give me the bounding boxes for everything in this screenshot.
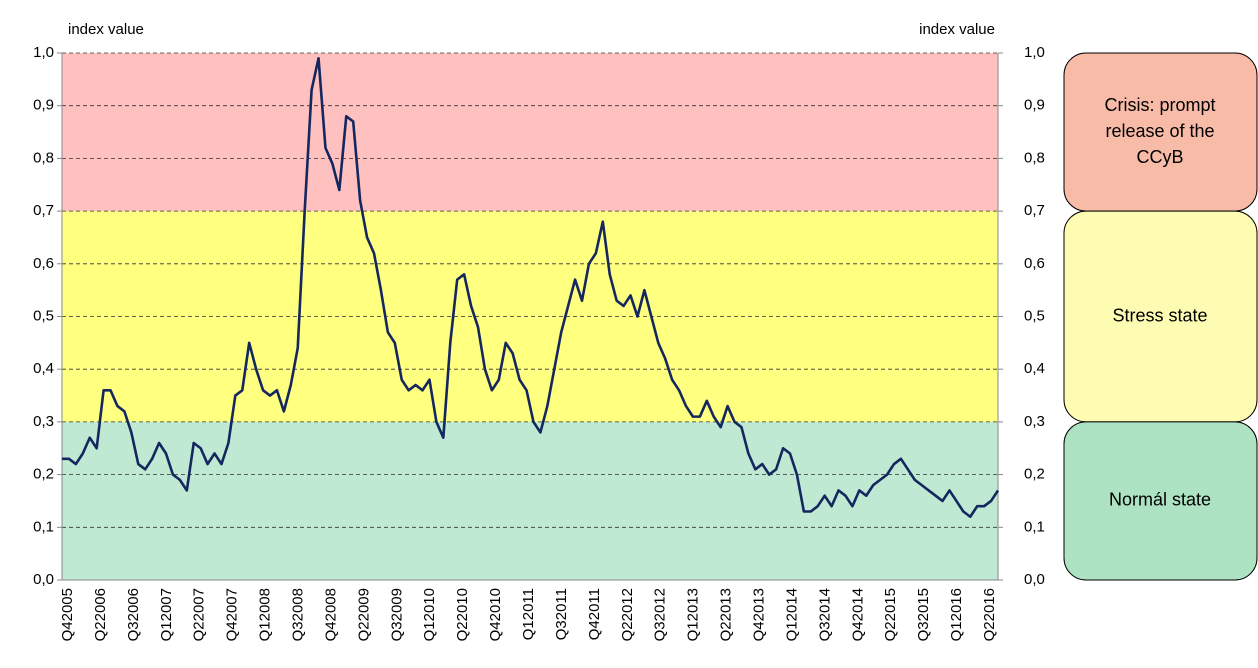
x-tick-label: Q32015: [915, 588, 932, 641]
x-tick-label: Q32012: [652, 588, 669, 641]
band: [62, 421, 998, 580]
x-tick-label: Q42011: [586, 588, 603, 640]
x-tick-label: Q22012: [619, 588, 636, 641]
x-tick-label: Q12014: [783, 588, 800, 641]
x-tick-label: Q12011: [520, 588, 537, 640]
x-tick-label: Q42013: [750, 588, 767, 641]
x-tick-label: Q22009: [355, 588, 372, 641]
y2-tick-label: 0,4: [1024, 360, 1045, 377]
x-tick-label: Q32009: [388, 588, 405, 641]
y-tick-label: 0,6: [33, 255, 54, 272]
x-tick-label: Q12013: [685, 588, 702, 641]
x-tick-label: Q42005: [59, 588, 76, 641]
x-tick-label: Q42008: [322, 588, 339, 641]
y2-tick-label: 0,2: [1024, 466, 1045, 483]
y2-tick-label: 0,8: [1024, 149, 1045, 166]
x-tick-label: Q22006: [92, 588, 109, 641]
x-tick-label: Q42010: [487, 588, 504, 641]
band: [62, 53, 998, 212]
x-tick-label: Q32006: [125, 588, 142, 641]
x-tick-label: Q22010: [454, 588, 471, 641]
y-tick-label: 0,8: [33, 149, 54, 166]
y-tick-label: 0,5: [33, 307, 54, 324]
y-tick-label: 0,9: [33, 97, 54, 114]
series-line: [62, 56, 1000, 519]
legend-label: Crisis: prompt: [1104, 95, 1215, 115]
y2-tick-label: 0,7: [1024, 202, 1045, 219]
y-tick-label: 1,0: [33, 44, 54, 61]
x-tick-label: Q12008: [257, 588, 274, 641]
x-tick-label: Q42014: [849, 588, 866, 641]
y-tick-label: 0,4: [33, 360, 54, 377]
legend-box: [1063, 421, 1258, 581]
x-tick-label: Q32008: [289, 588, 306, 641]
y2-tick-label: 0,5: [1024, 307, 1045, 324]
x-tick-label: Q42007: [224, 588, 241, 641]
y2-tick-label: 0,6: [1024, 255, 1045, 272]
y-tick-label: 0,2: [33, 466, 54, 483]
x-tick-label: Q12007: [158, 588, 175, 641]
x-tick-label: Q22015: [882, 588, 899, 641]
x-tick-label: Q12016: [948, 588, 965, 641]
y-tick-label: 0,3: [33, 413, 54, 430]
y2-tick-label: 0,1: [1024, 518, 1045, 535]
y2-tick-label: 1,0: [1024, 44, 1045, 61]
x-tick-label: Q22007: [191, 588, 208, 641]
x-tick-label: Q22013: [718, 588, 735, 641]
y-axis-label: index value: [68, 21, 144, 38]
x-tick-label: Q32014: [816, 588, 833, 641]
x-tick-label: Q32011: [553, 588, 570, 640]
y2-tick-label: 0,0: [1024, 571, 1045, 588]
y-tick-label: 0,7: [33, 202, 54, 219]
y2-tick-label: 0,9: [1024, 97, 1045, 114]
legend-label: release of the: [1105, 121, 1214, 141]
y2-axis-label: index value: [919, 21, 995, 38]
legend-label: CCyB: [1136, 147, 1183, 167]
x-tick-label: Q22016: [981, 588, 998, 641]
y-tick-label: 0,0: [33, 571, 54, 588]
y2-tick-label: 0,3: [1024, 413, 1045, 430]
legend-label: Stress state: [1112, 305, 1207, 325]
legend-label: Normál state: [1109, 490, 1211, 510]
x-tick-label: Q12010: [421, 588, 438, 641]
y-tick-label: 0,1: [33, 518, 54, 535]
